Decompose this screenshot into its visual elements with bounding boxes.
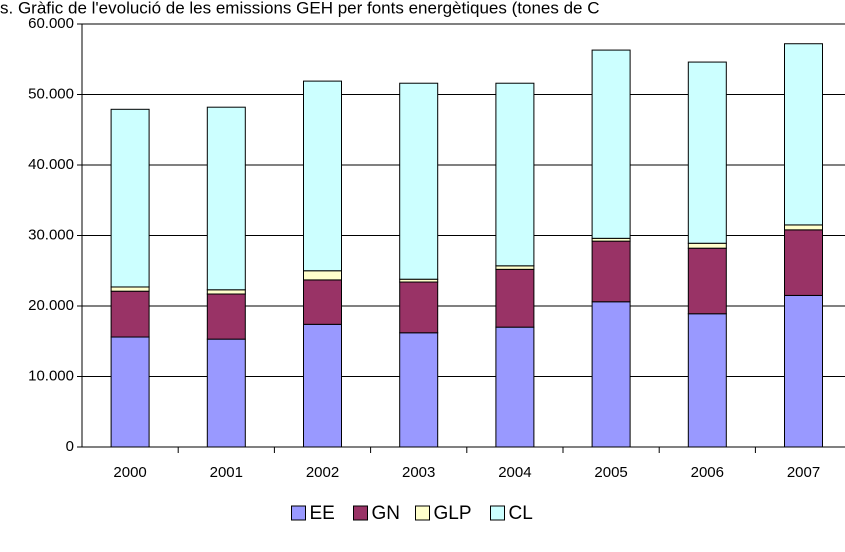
- y-tick-label: 50.000: [28, 85, 74, 102]
- bar-segment: [784, 294, 823, 448]
- bar-segment: [399, 281, 439, 334]
- bar-segment: [110, 108, 150, 288]
- bar-segment: [495, 268, 535, 328]
- bar-segment: [110, 286, 150, 292]
- y-tick-label: 60.000: [28, 15, 74, 32]
- bar-segment: [206, 293, 246, 340]
- y-tick-label: 20.000: [28, 297, 74, 314]
- legend-swatch: [353, 505, 368, 521]
- bar-segment: [687, 313, 727, 448]
- bar-segment: [303, 80, 342, 272]
- y-tick-label: 10.000: [28, 367, 74, 384]
- y-tick-label: 40.000: [28, 156, 74, 173]
- x-tick-label: 2004: [498, 464, 531, 481]
- x-tick-label: 2002: [306, 464, 339, 481]
- y-tick-label: 0: [66, 438, 74, 455]
- legend-label: CL: [509, 503, 533, 524]
- bar-segment: [110, 290, 150, 338]
- bar-segment: [495, 82, 535, 267]
- legend-swatch: [291, 505, 306, 521]
- bar-segment: [206, 289, 246, 295]
- bar-segment: [687, 242, 727, 249]
- bar-segment: [591, 301, 631, 448]
- legend-label: EE: [310, 503, 335, 524]
- bar-segment: [303, 323, 342, 448]
- bar-segment: [303, 270, 342, 281]
- bar-segment: [591, 240, 631, 303]
- x-tick-label: 2007: [787, 464, 820, 481]
- bar-segment: [591, 49, 631, 239]
- x-tick-label: 2005: [594, 464, 627, 481]
- bar-segment: [206, 106, 246, 291]
- bar-segment: [303, 279, 342, 325]
- bar-segment: [399, 82, 439, 280]
- x-tick-label: 2003: [402, 464, 435, 481]
- x-tick-label: 2006: [691, 464, 724, 481]
- bar-segment: [495, 326, 535, 448]
- legend-swatch: [490, 505, 505, 521]
- legend-label: GN: [372, 503, 401, 524]
- bar-segment: [110, 336, 150, 448]
- bar-segment: [495, 265, 535, 270]
- x-tick-label: 2000: [113, 464, 146, 481]
- bar-segment: [784, 229, 823, 296]
- bar-segment: [687, 247, 727, 315]
- bar-segment: [784, 43, 823, 226]
- bar-segment: [399, 332, 439, 448]
- bar-segment: [687, 61, 727, 244]
- chart-title: s. Gràfic de l'evolució de les emissions…: [0, 0, 599, 17]
- bar-segment: [206, 338, 246, 448]
- legend-label: GLP: [434, 503, 472, 524]
- x-tick-label: 2001: [210, 464, 243, 481]
- bar-segment: [784, 224, 823, 231]
- legend-swatch: [415, 505, 430, 521]
- y-tick-label: 30.000: [28, 226, 74, 243]
